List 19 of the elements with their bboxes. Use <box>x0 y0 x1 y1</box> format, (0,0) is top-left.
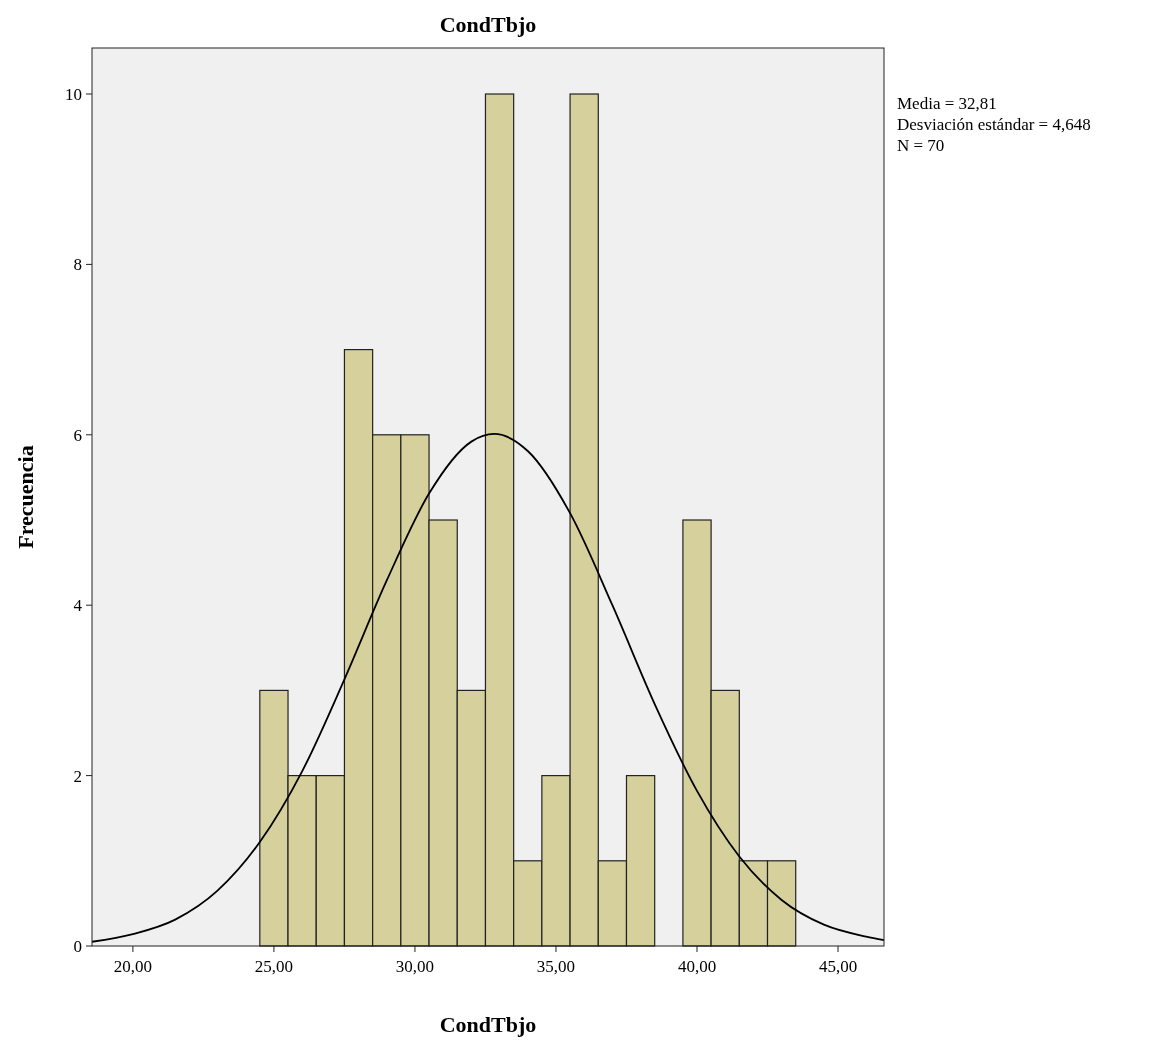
y-tick-label: 10 <box>65 85 82 105</box>
x-tick-label: 25,00 <box>254 957 294 976</box>
text: Desviación estándar = 4,648 <box>897 115 1091 134</box>
x-tick-label: 45,00 <box>818 957 858 976</box>
y-tick-label: 8 <box>73 255 82 275</box>
y-tick-label: 0 <box>73 937 82 956</box>
line-series <box>91 433 885 943</box>
x-axis-title: CondTbjo <box>439 1012 537 1037</box>
y-tick-label: 4 <box>73 596 83 616</box>
y-tick-label: 6 <box>73 425 82 445</box>
x-tick-label: 30,00 <box>395 957 435 976</box>
x-tick-label: 20,00 <box>113 957 153 976</box>
y-tick-label: 2 <box>73 766 82 786</box>
text: N = 70 <box>897 136 945 155</box>
x-tick-label: 40,00 <box>677 957 717 976</box>
text: Media = 32,81 <box>897 94 997 113</box>
chart-title: CondTbjo <box>439 12 537 37</box>
x-tick-label: 35,00 <box>536 957 576 976</box>
y-axis-title: Frecuencia <box>13 445 38 549</box>
